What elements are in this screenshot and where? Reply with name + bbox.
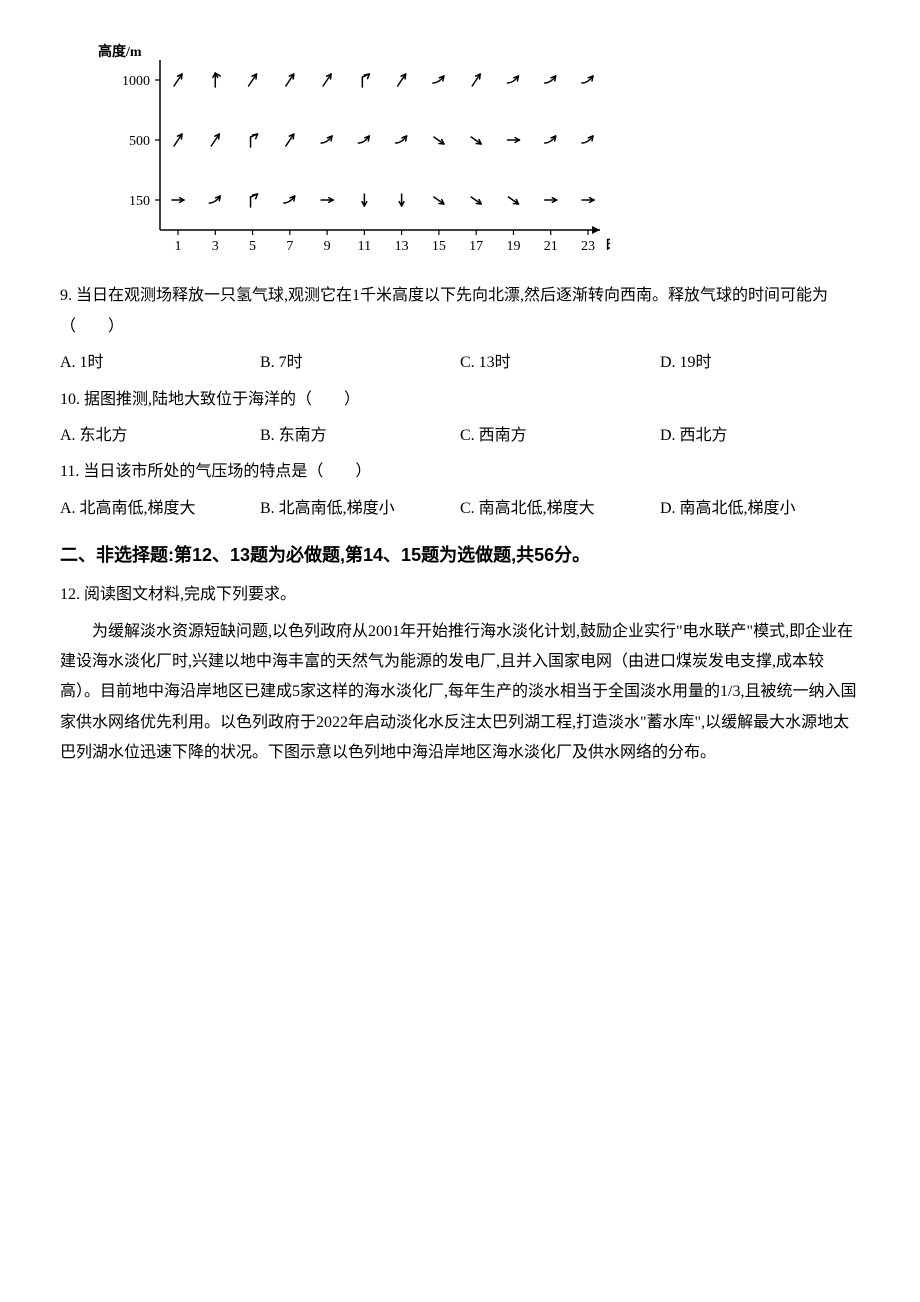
question-9: 9. 当日在观测场释放一只氢气球,观测它在1千米高度以下先向北漂,然后逐渐转向西… [60, 281, 860, 342]
svg-text:23: 23 [581, 239, 595, 254]
section-2-header: 二、非选择题:第12、13题为必做题,第14、15题为选做题,共56分。 [60, 538, 860, 572]
question-12: 12. 阅读图文材料,完成下列要求。 [60, 580, 860, 610]
svg-text:9: 9 [324, 239, 331, 254]
q10-opt-a: A. 东北方 [60, 421, 260, 451]
q11-opt-a: A. 北高南低,梯度大 [60, 494, 260, 524]
wind-chart-svg: 高度/m15050010001357911131517192123时 [90, 40, 610, 260]
q10-stem: 10. 据图推测,陆地大致位于海洋的（ ） [60, 391, 360, 408]
q9-options: A. 1时 B. 7时 C. 13时 D. 19时 [60, 348, 860, 378]
svg-text:1: 1 [175, 239, 182, 254]
svg-text:17: 17 [469, 239, 483, 254]
svg-text:500: 500 [129, 134, 150, 149]
svg-text:5: 5 [249, 239, 256, 254]
svg-text:时: 时 [606, 237, 610, 254]
q10-options: A. 东北方 B. 东南方 C. 西南方 D. 西北方 [60, 421, 860, 451]
wind-chart: 高度/m15050010001357911131517192123时 [90, 40, 860, 271]
q9-stem: 9. 当日在观测场释放一只氢气球,观测它在1千米高度以下先向北漂,然后逐渐转向西… [60, 287, 828, 334]
q9-opt-b: B. 7时 [260, 348, 460, 378]
q11-options: A. 北高南低,梯度大 B. 北高南低,梯度小 C. 南高北低,梯度大 D. 南… [60, 494, 860, 524]
q12-paragraph: 为缓解淡水资源短缺问题,以色列政府从2001年开始推行海水淡化计划,鼓励企业实行… [60, 617, 860, 769]
q10-opt-c: C. 西南方 [460, 421, 660, 451]
q10-opt-d: D. 西北方 [660, 421, 860, 451]
q11-opt-b: B. 北高南低,梯度小 [260, 494, 460, 524]
svg-text:19: 19 [506, 239, 520, 254]
svg-text:150: 150 [129, 194, 150, 209]
q12-stem: 12. 阅读图文材料,完成下列要求。 [60, 586, 296, 603]
q11-opt-d: D. 南高北低,梯度小 [660, 494, 860, 524]
svg-text:3: 3 [212, 239, 219, 254]
svg-text:1000: 1000 [122, 74, 150, 89]
svg-text:21: 21 [544, 239, 558, 254]
q10-opt-b: B. 东南方 [260, 421, 460, 451]
svg-text:高度/m: 高度/m [98, 43, 142, 60]
q11-stem: 11. 当日该市所处的气压场的特点是（ ） [60, 463, 371, 480]
svg-text:13: 13 [395, 239, 409, 254]
svg-text:11: 11 [358, 239, 371, 254]
svg-text:15: 15 [432, 239, 446, 254]
q9-opt-d: D. 19时 [660, 348, 860, 378]
question-10: 10. 据图推测,陆地大致位于海洋的（ ） [60, 385, 860, 415]
q9-opt-c: C. 13时 [460, 348, 660, 378]
question-11: 11. 当日该市所处的气压场的特点是（ ） [60, 457, 860, 487]
q9-opt-a: A. 1时 [60, 348, 260, 378]
q11-opt-c: C. 南高北低,梯度大 [460, 494, 660, 524]
svg-text:7: 7 [286, 239, 293, 254]
